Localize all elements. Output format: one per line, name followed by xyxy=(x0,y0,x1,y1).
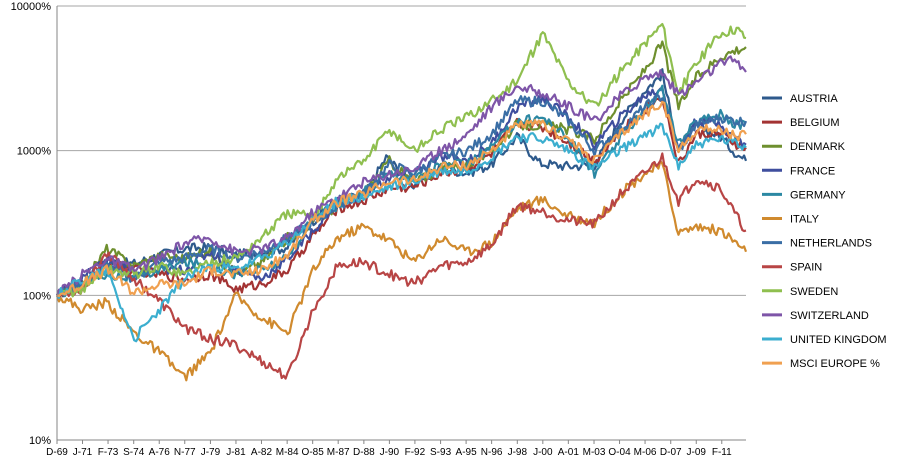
x-tick-label: S-74 xyxy=(123,447,145,458)
legend-label: ITALY xyxy=(790,214,820,226)
y-tick-label: 100% xyxy=(23,290,51,302)
x-tick-label: F-73 xyxy=(98,447,119,458)
x-tick-label: N-77 xyxy=(174,447,196,458)
legend: AUSTRIA BELGIUM DENMARK FRANCE GERMANY ITALY N… xyxy=(762,93,887,370)
x-tick-label: J-09 xyxy=(687,447,707,458)
x-tick-label: J-90 xyxy=(380,447,400,458)
series-line-denmark xyxy=(56,40,747,298)
y-axis-ticks: 10% 100% 1000% 10000% xyxy=(11,1,52,447)
legend-label: SWITZERLAND xyxy=(790,310,869,322)
x-tick-label: N-96 xyxy=(481,447,503,458)
x-tick-label: M-87 xyxy=(327,447,350,458)
x-tick-label: S-93 xyxy=(430,447,452,458)
x-tick-label: A-01 xyxy=(558,447,580,458)
x-tick-label: M-03 xyxy=(583,447,606,458)
x-tick-label: A-95 xyxy=(456,447,478,458)
x-tick-label: D-69 xyxy=(46,447,68,458)
x-tick-label: J-71 xyxy=(73,447,93,458)
series-line-spain xyxy=(56,152,747,380)
series-line-belgium xyxy=(56,97,747,300)
legend-label: MSCI EUROPE % xyxy=(790,358,880,370)
x-tick-label: M-06 xyxy=(634,447,657,458)
legend-label: UNITED KINGDOM xyxy=(790,334,887,346)
x-axis-ticks: D-69 J-71 F-73 S-74 A-76 N-77 J-79 J-81 A-82 M-84… xyxy=(46,440,732,458)
x-tick-label: F-11 xyxy=(712,447,732,458)
x-tick-label: J-00 xyxy=(533,447,553,458)
series-line-switzerland xyxy=(55,55,747,296)
y-tick-label: 10% xyxy=(29,435,51,447)
x-tick-label: D-88 xyxy=(353,447,375,458)
legend-label: DENMARK xyxy=(790,141,846,153)
x-tick-label: J-98 xyxy=(508,447,528,458)
legend-label: BELGIUM xyxy=(790,117,840,129)
legend-label: FRANCE xyxy=(790,165,835,177)
x-tick-label: D-07 xyxy=(660,447,682,458)
series-line-netherlands xyxy=(56,94,748,299)
y-tick-label: 10000% xyxy=(11,1,52,13)
x-tick-label: A-76 xyxy=(149,447,171,458)
x-tick-label: J-79 xyxy=(201,447,221,458)
x-tick-label: J-81 xyxy=(226,447,246,458)
series-line-msci-europe xyxy=(56,100,747,298)
legend-label: NETHERLANDS xyxy=(790,238,872,250)
series-lines xyxy=(55,22,748,382)
legend-label: SWEDEN xyxy=(790,286,838,298)
x-tick-label: A-82 xyxy=(251,447,273,458)
x-tick-label: O-04 xyxy=(608,447,631,458)
series-line-sweden xyxy=(56,22,747,298)
x-tick-label: O-85 xyxy=(302,447,325,458)
x-tick-label: M-84 xyxy=(276,447,299,458)
series-line-germany xyxy=(56,84,747,298)
axes xyxy=(56,6,746,441)
legend-label: GERMANY xyxy=(790,189,846,201)
legend-label: AUSTRIA xyxy=(790,93,838,105)
x-tick-label: F-92 xyxy=(405,447,426,458)
y-tick-label: 1000% xyxy=(17,146,51,158)
legend-label: SPAIN xyxy=(790,262,822,274)
series-line-united-kingdom xyxy=(56,122,747,343)
series-line-italy xyxy=(55,160,748,382)
